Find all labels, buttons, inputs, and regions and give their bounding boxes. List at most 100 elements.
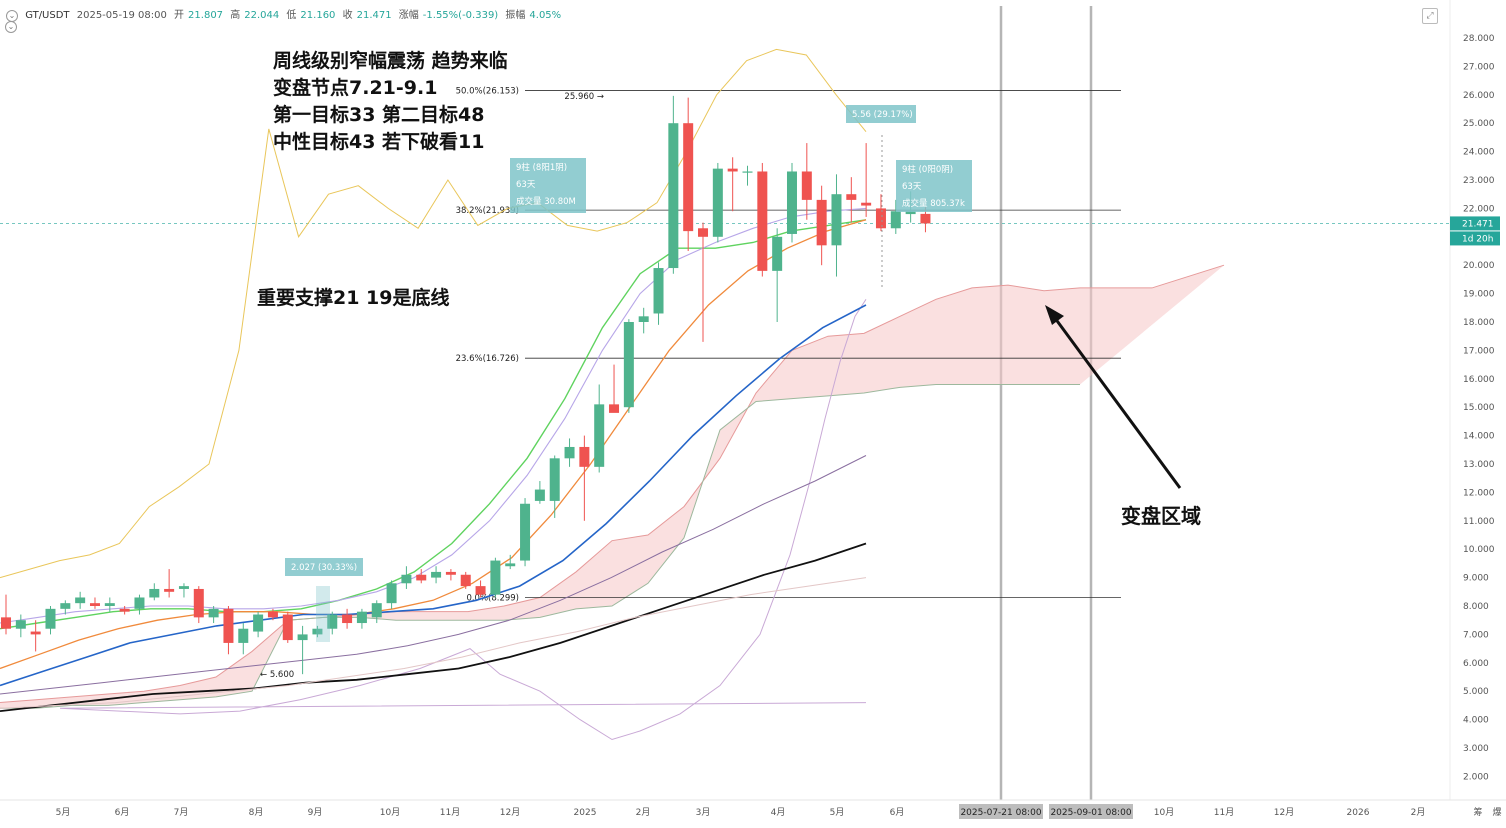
candle-body [371,603,382,618]
y-tick-label: 18.000 [1463,318,1495,328]
candle [223,606,234,655]
candle [45,606,56,635]
candle-body [104,603,115,606]
candle [149,583,160,601]
last-price-badge [1450,216,1500,231]
countdown-badge-label: 1d 20h [1462,234,1493,244]
y-tick-label: 22.000 [1463,204,1495,214]
close-value: 21.471 [356,10,392,21]
y-tick-label: 3.000 [1463,744,1489,754]
y-tick-label: 27.000 [1463,62,1495,72]
candle-body [445,571,456,575]
high-value: 22.044 [244,10,280,21]
x-tick-label: 6月 [115,807,130,818]
annotation-line: 第一目标33 第二目标48 [273,104,485,126]
candle-body [831,194,842,246]
candle [30,620,41,652]
measure-label-text: 5.56 (29.17%) [852,110,913,120]
candle [490,557,501,598]
x-tick-label: 2026 [1347,808,1370,818]
change-value: -1.55%(-0.339) [422,10,499,21]
y-tick-label: 16.000 [1463,375,1495,385]
measure-labels: 25.960 → ← 5.600 2.027 (30.33%) 5.56 (29.17… [260,92,972,680]
date-badge [959,804,1043,819]
candle-body [312,628,323,635]
candle [104,597,115,612]
y-tick-label: 20.000 [1463,261,1495,271]
measure-label-text: 成交量 805.37k [902,198,965,209]
candle-body [786,171,797,234]
indicator-bb_upper [0,48,867,579]
close-label: 收 [342,10,353,21]
candles [1,95,931,675]
cloud-span-b [0,383,1080,709]
candle-body [30,631,41,635]
candle-body [267,611,278,618]
candle [208,606,219,624]
x-tick-label: 9月 [308,807,323,818]
fullscreen-icon[interactable]: ⤢ [1422,8,1438,24]
candle [727,157,738,212]
y-tick-label: 6.000 [1463,659,1489,669]
candle-body [609,404,620,413]
annotation-line: 中性目标43 若下破看11 [273,131,485,153]
candle [801,143,812,220]
candle-body [1,617,11,629]
candle-body [164,588,175,592]
candle-body [698,228,709,237]
candle [668,95,679,274]
settings-toggle-icon[interactable]: ⌄ [5,21,17,33]
candle-body [816,199,827,246]
measure-label-text: 成交量 30.80M [516,196,576,207]
candle-body [223,608,234,643]
x-tick-label: 11月 [440,807,460,818]
candle-body [89,603,100,606]
y-tick-label: 19.000 [1463,290,1495,300]
indicator-ema_fast [0,219,867,630]
indicator-ema_purple [0,455,867,695]
low-label: 低 [286,10,297,21]
x-axis: 5月 6月 7月 8月 9月 10月 11月 12月 2025 2月 3月 4月 5月 6月 10月 11月 1… [0,799,1506,819]
candle [816,185,827,266]
price-mark-label: ← 5.600 [260,670,294,680]
candle-body [875,208,886,229]
indicator-ema_mid [0,207,867,624]
x-tick-label: 6月 [890,807,905,818]
candle-body [772,236,783,271]
support-annotation: 重要支撑21 19是底线 [257,287,450,309]
x-tick-label: 7月 [174,807,189,818]
candle [623,319,634,413]
y-tick-label: 14.000 [1463,432,1495,442]
candle [1,594,11,635]
candle [475,580,486,598]
candle [831,174,842,277]
measure-label-bg [510,158,586,213]
candle-body [653,268,664,314]
candle-body [579,446,590,467]
candle-body [60,603,71,609]
zone-annotation: 变盘区域 [1121,504,1201,528]
symbol-label[interactable]: GT/USDT [25,10,70,21]
candle [193,586,204,624]
y-tick-label: 23.000 [1463,176,1495,186]
fib-label: 50.0%(26.153) [456,86,519,96]
measure-range [316,586,330,642]
x-tick-label: 10月 [1154,807,1174,818]
candle [15,614,26,638]
candle [460,571,471,589]
annotation-line: 周线级别窄幅震荡 趋势来临 [273,50,508,72]
indicator-ema_blue [0,304,867,687]
candle-body [327,614,338,629]
candle-body [193,588,204,618]
indicator-ema_orange [0,219,867,670]
candle [772,228,783,322]
date-badge-label: 2025-07-21 08:00 [960,808,1041,818]
candle [342,608,353,629]
candle [698,222,709,342]
candle-body [890,211,901,229]
x-tick-label: 爆 [1492,806,1501,818]
candle [579,435,590,521]
y-tick-label: 7.000 [1463,630,1489,640]
